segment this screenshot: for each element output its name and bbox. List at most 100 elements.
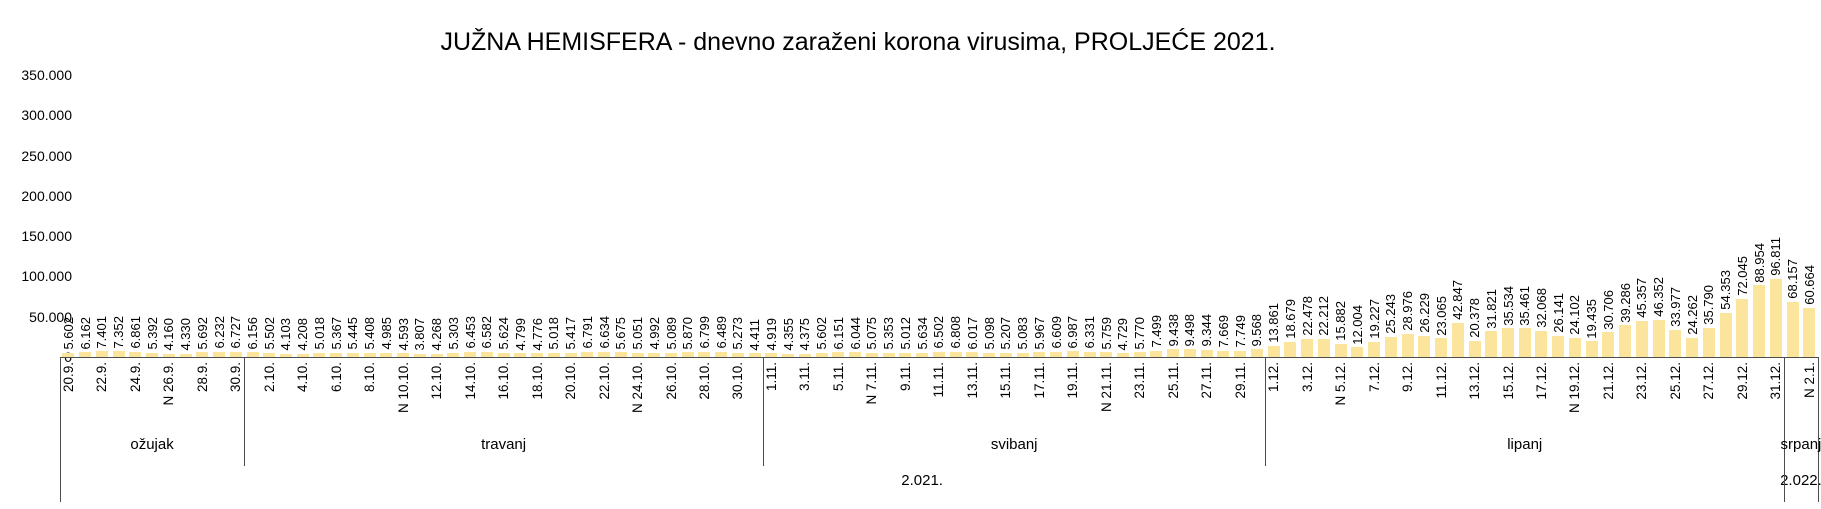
bar-value-label: 5.273 [730, 317, 746, 350]
bar-value-label: 6.987 [1065, 315, 1081, 349]
x-tick-label: N 24.10. [630, 362, 646, 414]
bar [79, 352, 92, 357]
bar-value-label: 6.582 [479, 316, 495, 349]
bar [1502, 328, 1514, 357]
bar-value-label: 42.847 [1450, 279, 1466, 320]
bar [1050, 351, 1063, 357]
month-separator-line [1817, 357, 1819, 466]
bar-value-label: 5.098 [981, 317, 997, 350]
bar-value-label: 7.401 [94, 315, 110, 349]
bar [1250, 349, 1263, 357]
bar-value-label: 5.392 [144, 317, 160, 350]
bar-value-label: 5.417 [563, 317, 579, 350]
bar [832, 352, 845, 357]
bar [229, 351, 242, 357]
bar [1133, 352, 1146, 357]
bar [62, 352, 75, 357]
x-tick-label: 15.11. [998, 362, 1014, 399]
x-tick-label: 1.11. [763, 362, 779, 392]
year-label: 2.022. [1780, 472, 1821, 489]
bar [949, 351, 962, 357]
bar [681, 352, 694, 357]
bar-value-label: 72.045 [1734, 256, 1750, 296]
bar [313, 353, 326, 357]
x-tick-label: 23.12. [1634, 362, 1650, 400]
bar [581, 351, 594, 357]
bar-value-label: 60.664 [1801, 265, 1817, 306]
x-tick-label: N 21.11. [1098, 362, 1114, 413]
bar [1116, 353, 1129, 357]
x-tick-label: 24.9. [127, 362, 143, 393]
bar [146, 352, 159, 357]
bar-value-label: 25.243 [1383, 293, 1399, 334]
bar [1083, 351, 1096, 357]
x-tick-label: 20.10. [563, 362, 579, 400]
x-tick-label: 7.12. [1366, 362, 1382, 393]
bar [1234, 350, 1247, 357]
bar [1736, 299, 1749, 357]
x-tick-label: 3.11. [797, 362, 813, 392]
x-tick-label: N 7.11. [864, 362, 880, 405]
bar-value-label: 20.378 [1467, 297, 1483, 338]
bar-value-label: 4.776 [529, 317, 545, 351]
bar-value-label: 26.141 [1550, 293, 1566, 333]
bar-value-label: 5.675 [613, 316, 629, 350]
x-tick-label: 28.9. [194, 362, 210, 393]
bar-value-label: 5.602 [60, 316, 76, 350]
bar-value-label: 6.502 [931, 316, 947, 349]
y-axis-tick-label: 300.000 [21, 107, 72, 124]
bar [1602, 332, 1615, 357]
bar [1267, 345, 1280, 357]
bar-value-label: 6.162 [77, 316, 93, 350]
bar-value-label: 4.799 [512, 317, 528, 351]
bar-value-label: 26.229 [1416, 293, 1432, 333]
bar [932, 351, 945, 357]
bar-value-label: 22.212 [1316, 296, 1332, 337]
x-tick-label: 14.10. [462, 362, 478, 400]
y-axis-tick-label: 200.000 [21, 187, 72, 204]
bar [380, 353, 393, 357]
bar [279, 353, 292, 357]
bar [882, 352, 895, 357]
bar-value-label: 4.160 [161, 318, 177, 351]
bar [296, 353, 309, 357]
x-tick-label: 25.11. [1165, 362, 1181, 399]
bar [598, 351, 611, 357]
bar [464, 351, 477, 357]
x-tick-label: N 5.12. [1333, 362, 1349, 406]
bar-value-label: 7.669 [1215, 315, 1231, 348]
bar-value-label: 46.352 [1651, 276, 1667, 317]
x-tick-label: 8.10. [362, 362, 378, 393]
bar [731, 352, 744, 357]
bar [865, 352, 878, 357]
bar-value-label: 6.232 [211, 316, 227, 349]
bar-value-label: 4.330 [178, 317, 194, 351]
year-separator-line [60, 466, 61, 502]
bar-value-label: 6.044 [847, 316, 863, 350]
bar-value-label: 18.679 [1282, 299, 1298, 339]
bar-value-label: 68.157 [1785, 259, 1801, 300]
bar-value-label: 4.208 [295, 318, 311, 351]
month-separator-line [244, 357, 246, 466]
bar [1669, 329, 1682, 357]
bar-value-label: 4.985 [378, 317, 394, 350]
month-separator-line [763, 357, 765, 466]
bar [497, 352, 510, 357]
bar [1200, 349, 1213, 357]
x-tick-label: 27.12. [1701, 362, 1717, 400]
bar-value-label: 5.018 [546, 317, 562, 350]
bar [1284, 342, 1297, 357]
x-tick-label: 25.12. [1667, 362, 1683, 400]
month-label: srpanj [1780, 436, 1821, 453]
bar [1066, 351, 1079, 357]
bar [849, 352, 862, 357]
bar [196, 352, 209, 357]
bar [1435, 338, 1448, 357]
bar [1150, 351, 1163, 357]
bar-value-label: 5.770 [1132, 316, 1148, 350]
bar [1786, 302, 1799, 357]
bar-value-label: 6.808 [948, 315, 964, 349]
x-tick-label: 30.10. [730, 362, 746, 400]
month-label: lipanj [1507, 436, 1543, 453]
